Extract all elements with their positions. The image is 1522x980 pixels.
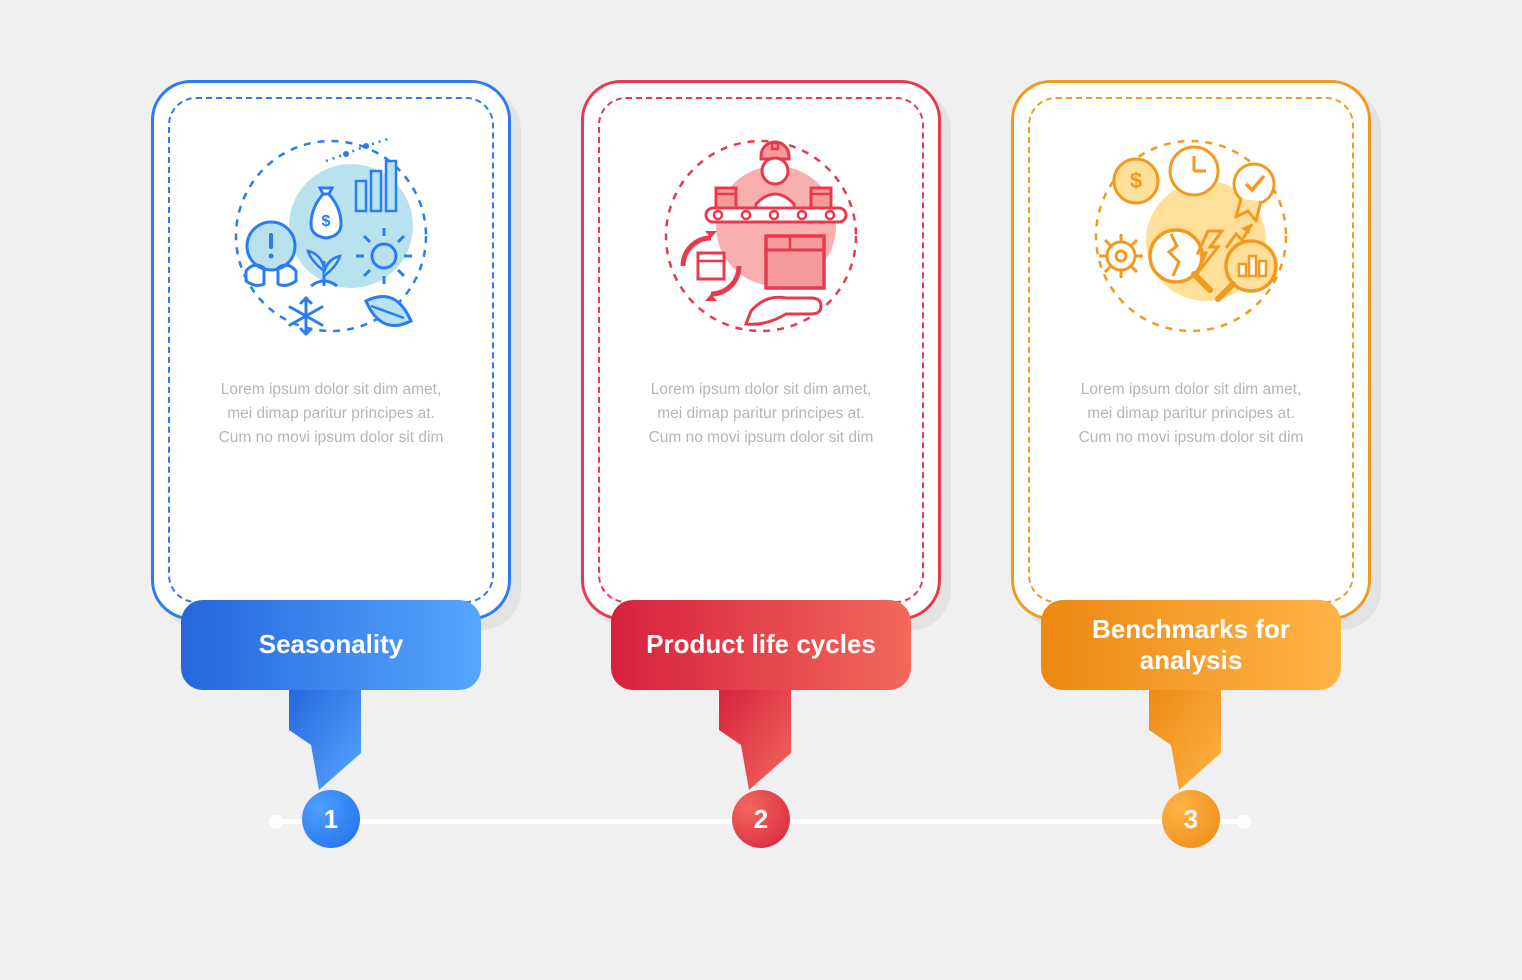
card-title: Benchmarks for analysis [1069, 614, 1313, 676]
card-description: Lorem ipsum dolor sit dim amet, mei dima… [604, 353, 918, 450]
card-title: Seasonality [259, 629, 404, 660]
bubble-tail [271, 685, 391, 795]
card-frame: Lorem ipsum dolor sit dim amet, mei dima… [581, 80, 941, 620]
card-3: $ [1011, 80, 1371, 620]
card-title-bubble: Seasonality [181, 600, 481, 690]
benchmarks-icon: $ [1034, 118, 1348, 353]
bubble-tail [701, 685, 821, 795]
card-description: Lorem ipsum dolor sit dim amet, mei dima… [1034, 353, 1348, 450]
number-badge: 2 [732, 790, 790, 848]
card-frame: $ [151, 80, 511, 620]
number: 1 [324, 804, 338, 835]
seasonality-icon: $ [174, 118, 488, 353]
card-1: $ [151, 80, 511, 620]
card-title-bubble: Product life cycles [611, 600, 911, 690]
card-frame: $ [1011, 80, 1371, 620]
number-badge: 3 [1162, 790, 1220, 848]
bubble-tail [1131, 685, 1251, 795]
svg-text:$: $ [1130, 168, 1142, 193]
infographic-container: $ [0, 0, 1522, 620]
card-2: Lorem ipsum dolor sit dim amet, mei dima… [581, 80, 941, 620]
card-title-bubble: Benchmarks for analysis [1041, 600, 1341, 690]
card-title: Product life cycles [646, 629, 876, 660]
card-description: Lorem ipsum dolor sit dim amet, mei dima… [174, 353, 488, 450]
number: 3 [1184, 804, 1198, 835]
number-badge: 1 [302, 790, 360, 848]
svg-text:$: $ [322, 213, 331, 230]
product-lifecycle-icon [604, 118, 918, 353]
number: 2 [754, 804, 768, 835]
